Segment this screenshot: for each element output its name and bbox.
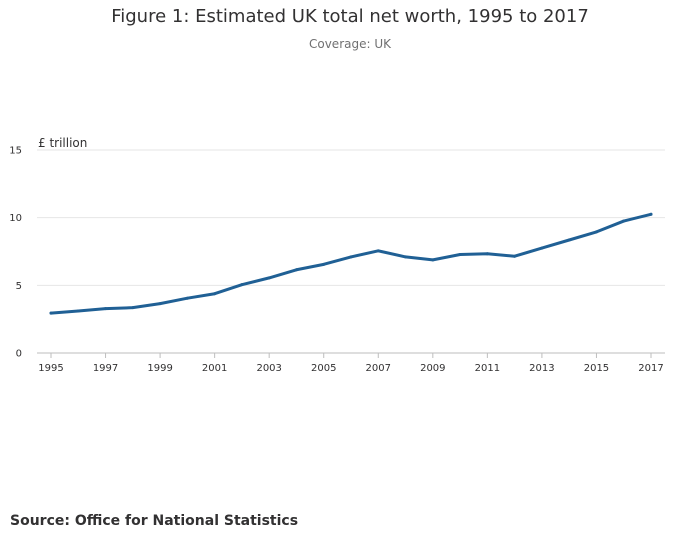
x-tick-label-1999: 1999: [147, 363, 172, 374]
data-point-2009: [431, 258, 435, 262]
data-point-2015: [594, 230, 598, 234]
x-tick-label-2013: 2013: [529, 363, 554, 374]
y-tick-label-10: 10: [9, 213, 22, 224]
chart-subtitle: Coverage: UK: [308, 37, 391, 51]
data-point-2011: [485, 252, 489, 256]
data-point-1997: [104, 307, 108, 311]
data-point-2006: [349, 255, 353, 259]
x-tick-label-2003: 2003: [256, 363, 281, 374]
y-axis-label: £ trillion: [38, 136, 88, 150]
data-point-1996: [76, 309, 80, 313]
source-note: Source: Office for National Statistics: [10, 513, 299, 529]
x-tick-label-1995: 1995: [38, 363, 63, 374]
series-line-0: [49, 212, 653, 315]
x-tick-label-2015: 2015: [584, 363, 609, 374]
x-tick-label-1997: 1997: [93, 363, 118, 374]
x-tick-label-2009: 2009: [420, 363, 445, 374]
data-point-2007: [376, 249, 380, 253]
y-tick-label-0: 0: [16, 349, 22, 360]
series-layer: [49, 212, 653, 315]
x-tick-label-2005: 2005: [311, 363, 336, 374]
data-point-2014: [567, 238, 571, 242]
data-point-2012: [513, 254, 517, 258]
x-tick-label-2017: 2017: [638, 363, 663, 374]
data-point-2005: [322, 262, 326, 266]
data-point-2017: [649, 212, 653, 216]
data-point-2013: [540, 246, 544, 250]
data-point-2003: [267, 276, 271, 280]
data-point-2010: [458, 252, 462, 256]
data-point-2001: [213, 292, 217, 296]
data-point-1998: [131, 306, 135, 310]
data-point-2008: [404, 255, 408, 259]
chart-title: Figure 1: Estimated UK total net worth, …: [111, 6, 589, 27]
x-tick-label-2001: 2001: [202, 363, 227, 374]
data-point-2016: [622, 219, 626, 223]
x-tick-label-2011: 2011: [475, 363, 500, 374]
y-tick-label-15: 15: [9, 146, 22, 157]
axis-layer: 0 5 10 15 1995 1997 1999 2001 2003 2005 2007 2009 20…: [9, 146, 665, 374]
y-tick-label-5: 5: [16, 281, 22, 292]
data-point-2002: [240, 283, 244, 287]
grid-layer: [37, 149, 665, 286]
data-point-1999: [158, 302, 162, 306]
data-point-2000: [185, 296, 189, 300]
x-tick-label-2007: 2007: [366, 363, 391, 374]
data-point-1995: [49, 311, 53, 315]
data-point-2004: [294, 268, 298, 272]
